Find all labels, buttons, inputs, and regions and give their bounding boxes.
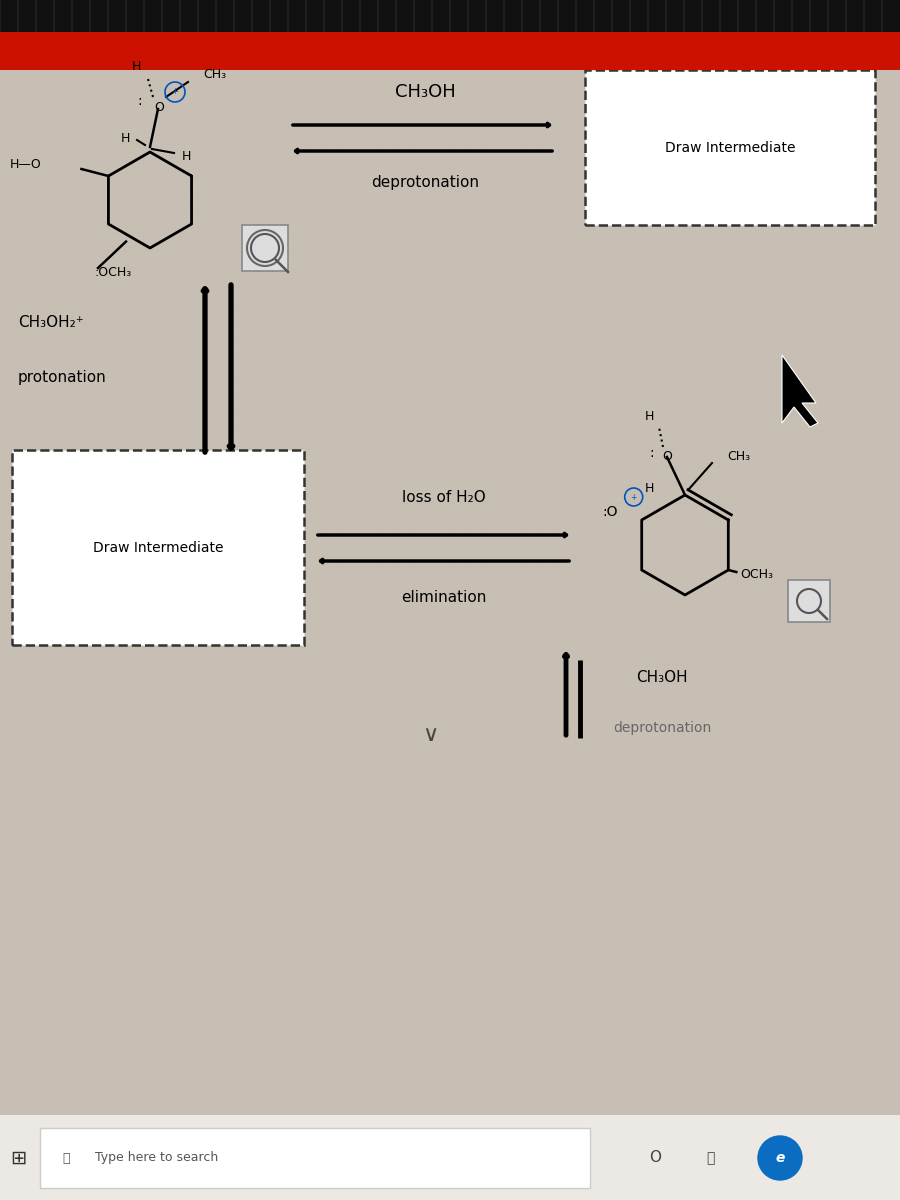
Text: 目: 目	[706, 1151, 715, 1165]
Text: H: H	[131, 60, 140, 73]
Text: H—O: H—O	[10, 157, 41, 170]
Text: 🔍: 🔍	[62, 1152, 69, 1164]
Bar	[242, 226, 288, 271]
Text: +: +	[172, 88, 178, 96]
Bar	[40, 1128, 590, 1188]
Text: deprotonation: deprotonation	[371, 174, 479, 190]
Text: CH₃: CH₃	[203, 68, 226, 82]
Text: :: :	[138, 94, 142, 108]
Text: H: H	[645, 481, 654, 494]
Bar	[12, 450, 304, 646]
Text: CH₃OH: CH₃OH	[394, 83, 455, 101]
Text: :OCH₃: :OCH₃	[95, 265, 132, 278]
Text: OCH₃: OCH₃	[741, 569, 773, 582]
Text: H: H	[644, 409, 653, 422]
Text: H: H	[121, 132, 130, 145]
Text: deprotonation: deprotonation	[613, 721, 711, 734]
Text: protonation: protonation	[18, 371, 107, 385]
Text: ∨: ∨	[422, 725, 438, 745]
Text: e: e	[775, 1151, 785, 1165]
Text: +: +	[631, 492, 637, 502]
Text: Draw Intermediate: Draw Intermediate	[93, 541, 223, 554]
Bar	[0, 70, 900, 1115]
Text: ⊞: ⊞	[10, 1148, 26, 1168]
Polygon shape	[782, 355, 818, 427]
Bar	[585, 70, 875, 226]
Text: elimination: elimination	[401, 590, 487, 606]
Text: O: O	[649, 1151, 661, 1165]
Text: Draw Intermediate: Draw Intermediate	[665, 140, 796, 155]
Text: CH₃: CH₃	[727, 450, 750, 463]
Text: :: :	[650, 446, 654, 460]
Text: :O: :O	[602, 505, 617, 518]
Text: O: O	[662, 450, 672, 463]
Bar	[0, 1115, 900, 1200]
Text: H: H	[181, 150, 191, 163]
Text: loss of H₂O: loss of H₂O	[402, 491, 486, 505]
Text: CH₃OH: CH₃OH	[636, 671, 688, 685]
Text: Type here to search: Type here to search	[95, 1152, 218, 1164]
Circle shape	[758, 1136, 802, 1180]
Text: CH₃OH₂⁺: CH₃OH₂⁺	[18, 314, 84, 330]
Text: O: O	[154, 102, 164, 114]
Bar	[788, 580, 830, 622]
Bar	[0, 32, 900, 70]
